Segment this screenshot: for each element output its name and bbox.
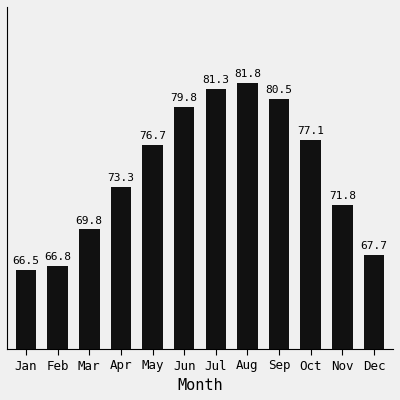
Bar bbox=[174, 107, 194, 400]
Text: 66.8: 66.8 bbox=[44, 252, 71, 262]
Text: 80.5: 80.5 bbox=[266, 85, 293, 95]
Bar bbox=[364, 255, 384, 400]
Text: 73.3: 73.3 bbox=[107, 173, 134, 183]
Bar bbox=[237, 83, 258, 400]
X-axis label: Month: Month bbox=[177, 378, 223, 393]
Text: 66.5: 66.5 bbox=[12, 256, 40, 266]
Bar bbox=[206, 89, 226, 400]
Bar bbox=[332, 205, 353, 400]
Bar bbox=[269, 98, 290, 400]
Bar bbox=[79, 229, 100, 400]
Text: 81.8: 81.8 bbox=[234, 69, 261, 79]
Text: 69.8: 69.8 bbox=[76, 216, 103, 226]
Text: 81.3: 81.3 bbox=[202, 75, 229, 85]
Text: 77.1: 77.1 bbox=[297, 126, 324, 136]
Text: 71.8: 71.8 bbox=[329, 191, 356, 201]
Bar bbox=[110, 186, 131, 400]
Text: 67.7: 67.7 bbox=[360, 241, 388, 251]
Bar bbox=[142, 145, 163, 400]
Bar bbox=[300, 140, 321, 400]
Bar bbox=[47, 266, 68, 400]
Text: 76.7: 76.7 bbox=[139, 131, 166, 141]
Bar bbox=[16, 270, 36, 400]
Text: 79.8: 79.8 bbox=[171, 94, 198, 104]
